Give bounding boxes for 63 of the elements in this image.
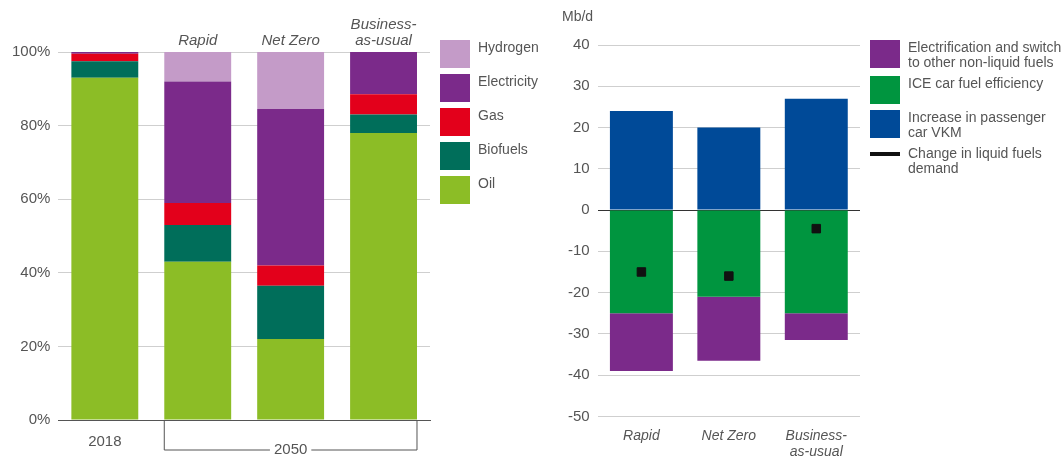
y-tick-label: 20 [572, 117, 590, 135]
bar [164, 202, 232, 225]
y-tick-label: 40% [20, 262, 51, 280]
text: 2050 [273, 440, 308, 458]
bar [350, 114, 417, 133]
legend-label: Oil [478, 175, 496, 191]
bar [164, 52, 232, 82]
y-tick-label: 10 [572, 158, 590, 176]
y-tick-label: -50 [567, 406, 590, 424]
bar [784, 98, 848, 210]
point [636, 267, 647, 277]
bar [257, 285, 325, 340]
bar [609, 313, 673, 372]
y-tick-label: -20 [567, 282, 590, 300]
legend-label: Hydrogen [478, 39, 539, 55]
bar [697, 127, 761, 210]
bar [609, 210, 673, 314]
y-tick-label: 30 [572, 76, 590, 94]
y-tick-label: -10 [567, 241, 590, 259]
y-tick-label: 0% [28, 410, 51, 428]
legend-label: Biofuels [478, 141, 528, 157]
x-tick-label: Rapid [623, 426, 661, 443]
bar [164, 81, 232, 203]
y-tick-label: 40 [572, 35, 590, 53]
bar [609, 111, 673, 210]
bar [257, 52, 325, 110]
bar [697, 210, 761, 297]
bar [164, 261, 232, 420]
legend-label: Increase in passenger car VKM [908, 109, 1047, 140]
bar [257, 109, 325, 266]
y-tick-label: 100% [11, 42, 51, 60]
bar [164, 224, 232, 262]
bar [71, 61, 139, 78]
x-tick-label: Business-as-usual [350, 14, 417, 48]
x-tick-label: Rapid [178, 30, 218, 48]
legend-label: Gas [478, 107, 504, 123]
bar [257, 339, 325, 420]
bar [71, 53, 139, 62]
y-axis-title: Mb/d [562, 7, 594, 24]
x-tick-label: Net Zero [261, 30, 320, 48]
bar [71, 77, 139, 420]
bar [350, 52, 417, 95]
point [724, 271, 734, 281]
y-tick-label: 20% [20, 336, 51, 354]
x-tick-label: Business-as-usual [785, 426, 848, 460]
legend-label: Electrification and switch to other non-liquid fuels [908, 39, 1062, 70]
y-tick-label: 0 [581, 200, 590, 218]
y-tick-label: -40 [567, 365, 590, 383]
y-tick-label: 80% [20, 115, 51, 133]
x-tick-label: Net Zero [701, 426, 757, 443]
y-tick-label: 60% [20, 189, 51, 207]
point [811, 223, 822, 234]
y-tick-label: -30 [567, 324, 590, 342]
bar [784, 313, 848, 341]
bar [257, 265, 325, 286]
legend-label: ICE car fuel efficiency [908, 75, 1044, 91]
bar [350, 94, 417, 115]
legend-label: Change in liquid fuels demand [908, 145, 1043, 176]
bar [784, 210, 848, 314]
legend-label: Electricity [478, 73, 538, 89]
bar [697, 296, 761, 361]
x-tick-label: 2018 [88, 431, 122, 449]
bar [350, 132, 417, 420]
